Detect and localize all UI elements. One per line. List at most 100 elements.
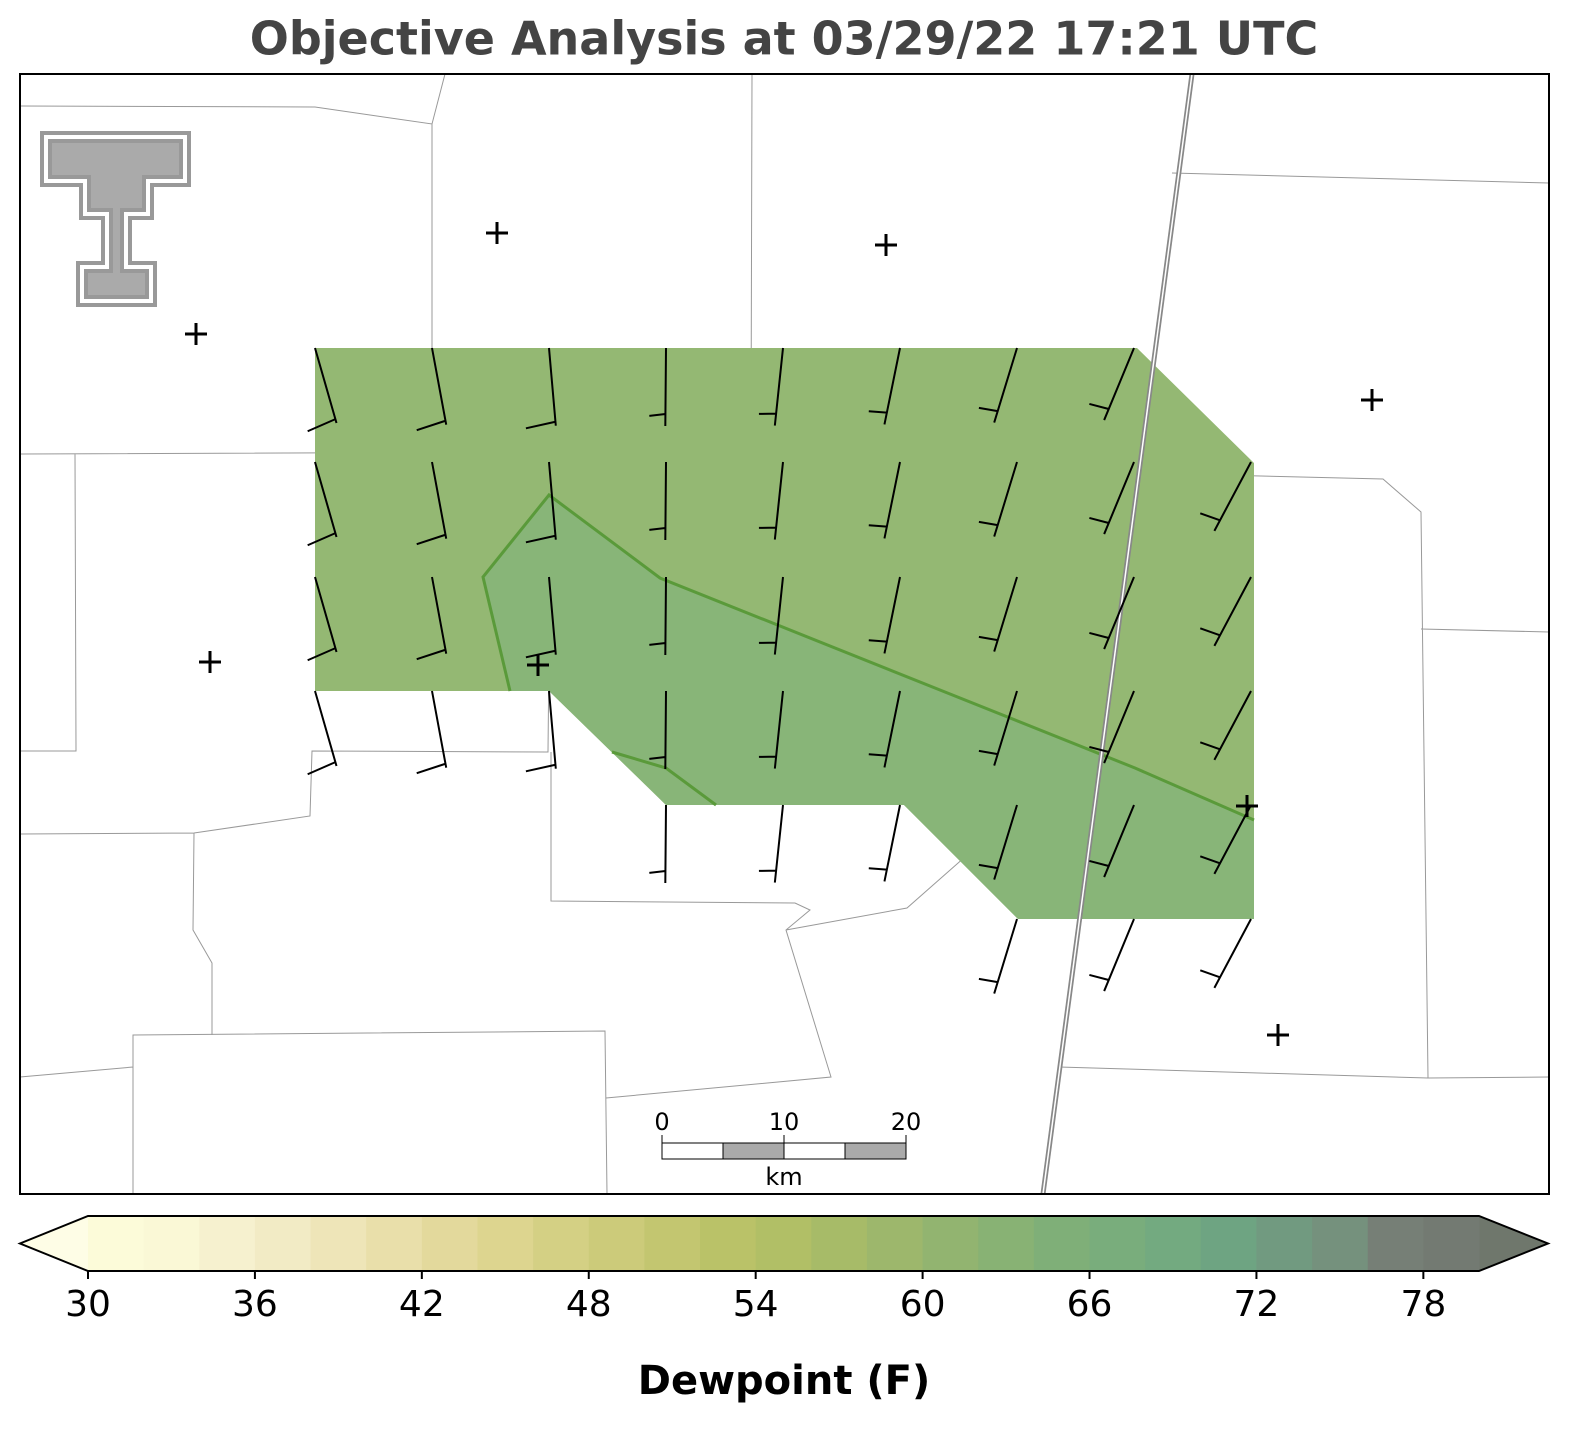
- wind-barb: [525, 576, 557, 659]
- wind-barb: [525, 347, 557, 430]
- scale-segment: [722, 1142, 785, 1160]
- wind-barb: [1089, 804, 1135, 878]
- scale-bar: 0 10 20 km: [654, 1108, 921, 1191]
- colorbar-outline: [17, 1215, 1551, 1272]
- wind-barbs: [307, 347, 1252, 994]
- scale-label: 20: [891, 1108, 922, 1136]
- wind-barb: [416, 690, 448, 775]
- wind-barb: [1199, 690, 1252, 761]
- wind-barb: [307, 461, 338, 547]
- scale-segment: [661, 1142, 724, 1160]
- colorbar-segment: [1312, 1216, 1369, 1271]
- wind-barb: [525, 461, 557, 544]
- scale-segment: [783, 1142, 846, 1160]
- scale-segment: [844, 1142, 907, 1160]
- colorbar-segment: [1145, 1216, 1202, 1271]
- road: [1042, 73, 1193, 1195]
- colorbar-segment: [310, 1216, 367, 1271]
- colorbar-segment: [1423, 1216, 1480, 1271]
- wind-barb: [416, 347, 448, 432]
- wind-barb: [978, 347, 1018, 423]
- colorbar-segment: [866, 1216, 924, 1271]
- colorbar-segment: [1200, 1216, 1257, 1271]
- scale-unit: km: [765, 1163, 802, 1191]
- colorbar-segment: [1089, 1216, 1146, 1271]
- wind-barb: [758, 461, 784, 540]
- colorbar-tick-label: 78: [1400, 1284, 1446, 1325]
- wind-barb: [758, 690, 784, 769]
- wind-barb: [1199, 461, 1252, 532]
- colorbar-segment: [588, 1216, 645, 1271]
- wind-barb: [649, 461, 667, 541]
- colorbar-segment: [88, 1216, 145, 1271]
- wind-barb: [1199, 918, 1252, 989]
- colorbar-segment: [199, 1216, 256, 1271]
- colorbar-segment: [366, 1216, 423, 1271]
- colorbar-tick-label: 30: [65, 1284, 111, 1325]
- wind-barb: [978, 690, 1018, 766]
- colorbar-tick-label: 60: [900, 1284, 946, 1325]
- map: 0 10 20 km: [19, 73, 1550, 1195]
- colorbar-segment: [477, 1216, 534, 1271]
- colorbar-tick-label: 42: [399, 1284, 445, 1325]
- wind-barb: [1089, 461, 1135, 535]
- station: [1267, 1024, 1289, 1046]
- wind-barb: [649, 576, 667, 656]
- station: [185, 323, 207, 345]
- wind-barb: [307, 347, 338, 433]
- colorbar-tick-label: 36: [232, 1284, 278, 1325]
- wind-barb: [868, 690, 901, 768]
- station: [199, 651, 221, 673]
- colorbar-tick-label: 54: [733, 1284, 779, 1325]
- wind-barb: [416, 461, 448, 546]
- wind-barb: [525, 690, 557, 773]
- scale-label: 0: [654, 1108, 669, 1136]
- colorbar-segment: [644, 1216, 701, 1271]
- wind-barb: [978, 576, 1018, 652]
- colorbar-segment: [755, 1216, 812, 1271]
- colorbar-tick-label: 48: [566, 1284, 612, 1325]
- station: [875, 234, 897, 256]
- dewpoint-fill: [483, 495, 1254, 919]
- wind-barb: [978, 461, 1018, 537]
- colorbar-segment: [978, 1216, 1035, 1271]
- wind-barb: [978, 804, 1018, 880]
- colorbar-segment: [421, 1216, 478, 1271]
- wind-barb: [758, 804, 784, 883]
- colorbar-segment: [811, 1216, 868, 1271]
- wind-barb: [758, 347, 784, 426]
- colorbar-tick-label: 72: [1234, 1284, 1280, 1325]
- wind-barb: [868, 461, 901, 539]
- wind-barb: [868, 576, 901, 654]
- wind-barb: [978, 918, 1018, 994]
- colorbar-segment: [143, 1216, 200, 1271]
- station: [1236, 795, 1258, 817]
- colorbar: 30 36 42 48 54 60 66 72 78: [17, 1215, 1551, 1325]
- colorbar-segment: [922, 1216, 979, 1271]
- colorbar-under: [20, 1216, 88, 1271]
- wind-barb: [868, 804, 901, 882]
- wind-barb: [1199, 576, 1252, 647]
- scale-label: 10: [769, 1108, 800, 1136]
- colorbar-over: [1479, 1216, 1548, 1271]
- wind-barb: [649, 690, 667, 770]
- wind-barb: [758, 576, 784, 655]
- colorbar-label: Dewpoint (F): [638, 1358, 931, 1404]
- wind-barb: [307, 690, 338, 776]
- station: [1361, 389, 1383, 411]
- wind-barb: [649, 347, 667, 427]
- wind-barb: [1089, 347, 1135, 421]
- colorbar-segment: [1367, 1216, 1424, 1271]
- logo: [40, 131, 191, 307]
- wind-barb: [1089, 690, 1135, 764]
- wind-barb: [1089, 918, 1135, 992]
- stations: [185, 222, 1383, 1046]
- wind-barb: [1199, 804, 1252, 875]
- map-frame: [19, 73, 1550, 1195]
- colorbar-segment: [254, 1216, 312, 1271]
- wind-barb: [649, 804, 667, 884]
- station: [486, 222, 508, 244]
- colorbar-segment: [533, 1216, 590, 1271]
- wind-barb: [416, 576, 448, 661]
- station: [527, 654, 549, 676]
